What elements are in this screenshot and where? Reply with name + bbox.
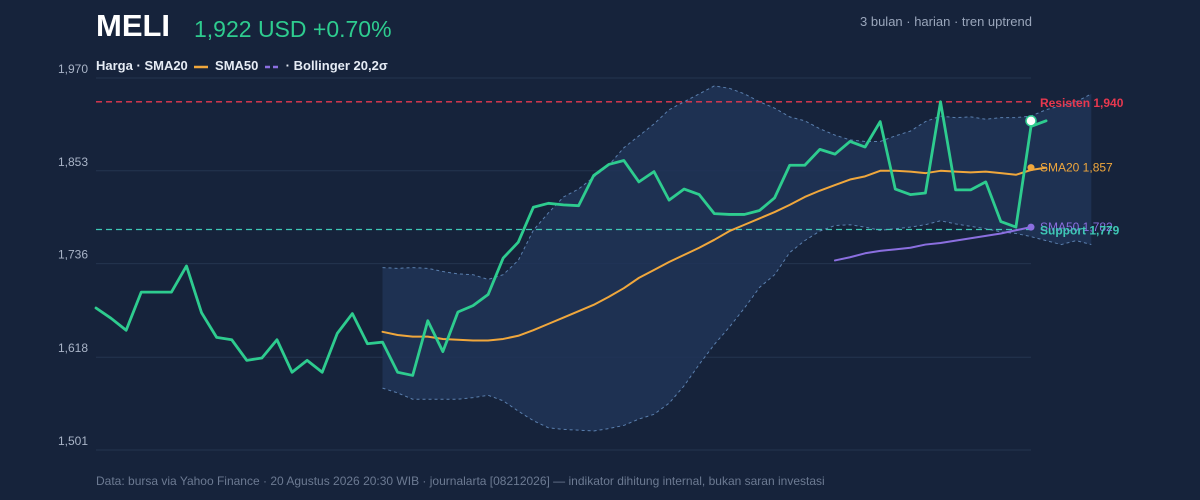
chart-subtitle: 3 bulan · harian · tren uptrend — [860, 14, 1032, 29]
legend-label-price: Harga — [96, 58, 133, 73]
chart-footer: Data: bursa via Yahoo Finance · 20 Agust… — [96, 474, 825, 488]
sma20-end-marker — [1027, 164, 1035, 172]
sma50-line — [833, 226, 1032, 262]
resistance-label: Resisten 1,940 — [1040, 96, 1124, 110]
chart-legend: Harga · SMA20 SMA50 · Bollinger 20,2σ — [96, 58, 388, 73]
legend-swatch-sma20 — [194, 65, 209, 68]
legend-label-sma20: SMA20 — [144, 58, 188, 73]
legend-label-sma50: SMA50 — [215, 58, 259, 73]
y-tick-label: 1,618 — [58, 341, 88, 355]
sma50-end-marker — [1027, 223, 1035, 231]
support-label: Support 1,779 — [1040, 223, 1120, 237]
y-tick-label: 1,853 — [58, 155, 88, 169]
price-line — [94, 100, 1048, 377]
bollinger-upper-line — [382, 85, 1092, 280]
legend-label-bollinger: Bollinger 20,2σ — [293, 58, 388, 73]
sma20-end-label: SMA20 1,857 — [1040, 161, 1113, 175]
price-end-marker — [1025, 115, 1037, 127]
sma50-end-label: SMA50 1,782 — [1040, 220, 1113, 234]
y-tick-label: 1,501 — [58, 434, 88, 448]
bollinger-band-area — [382, 85, 1092, 431]
sma20-line — [381, 166, 1048, 342]
bollinger-lower-line — [382, 220, 1092, 432]
ticker-symbol: MELI — [96, 8, 171, 43]
legend-swatch-sma50 — [265, 65, 280, 68]
price-change: 1,922 USD +0.70% — [194, 16, 392, 42]
y-tick-label: 1,970 — [58, 62, 88, 76]
y-tick-label: 1,736 — [58, 248, 88, 262]
